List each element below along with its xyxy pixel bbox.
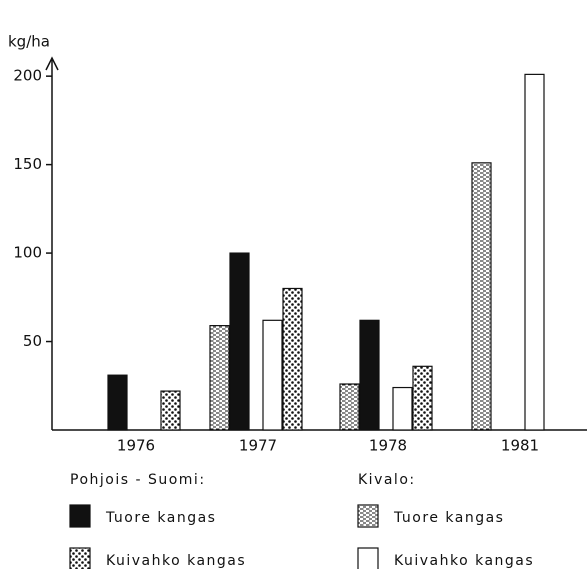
- bar: [392, 386, 413, 431]
- x-tick-label: 1976: [117, 437, 155, 455]
- legend-swatch: [357, 504, 379, 528]
- bar: [471, 162, 492, 431]
- legend-label: Kuivahko kangas: [394, 553, 534, 569]
- x-tick-label: 1981: [501, 437, 539, 455]
- y-tick-label: 200: [13, 67, 42, 85]
- bar: [209, 325, 230, 431]
- bar: [262, 319, 283, 431]
- bar: [524, 73, 545, 431]
- x-tick-label: 1977: [239, 437, 277, 455]
- legend-group: Kivalo:: [358, 472, 416, 488]
- x-tick-label: 1978: [369, 437, 407, 455]
- legend-label: Kuivahko kangas: [106, 553, 246, 569]
- y-axis-label: kg/ha: [8, 33, 50, 51]
- bar: [282, 287, 303, 431]
- bar: [339, 383, 360, 431]
- bar: [160, 390, 181, 431]
- y-tick-label: 100: [13, 244, 42, 262]
- bar: [412, 365, 433, 431]
- legend-group: Pohjois - Suomi:: [70, 472, 206, 488]
- bar: [359, 319, 380, 431]
- legend-label: Tuore kangas: [105, 510, 216, 526]
- legend-swatch: [357, 547, 379, 569]
- bar: [107, 374, 128, 431]
- legend-swatch: [69, 504, 91, 528]
- legend-label: Tuore kangas: [393, 510, 504, 526]
- y-tick-label: 50: [23, 332, 42, 350]
- bar: [229, 252, 250, 431]
- y-tick-label: 150: [13, 155, 42, 173]
- axis-arrow: [45, 56, 59, 71]
- legend-swatch: [69, 547, 91, 569]
